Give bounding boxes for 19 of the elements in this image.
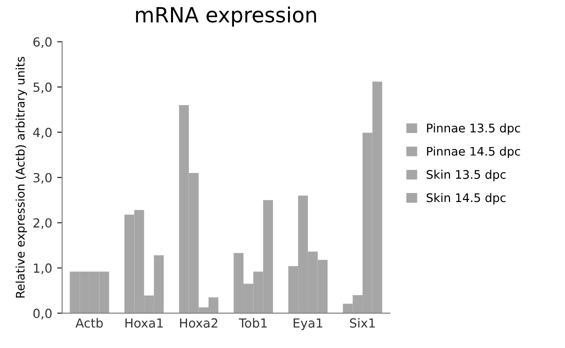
x-tick-label: Actb xyxy=(76,318,103,328)
x-tick-label: Hoxa1 xyxy=(125,318,163,328)
legend-label: Skin 14.5 dpc xyxy=(426,193,506,204)
y-tick-label: 4,0 xyxy=(33,128,52,138)
legend-label: Skin 13.5 dpc xyxy=(426,170,506,182)
y-tick-label: 0,0 xyxy=(33,308,52,320)
y-tick-label: 3,0 xyxy=(34,172,52,184)
y-tick-label: 1,0 xyxy=(34,263,52,274)
legend-label: Pinnae 14.5 dpc xyxy=(427,146,520,158)
y-axis-title: Relative expression (Actb) arbitrary units xyxy=(16,56,27,298)
y-tick-label: 2,0 xyxy=(33,218,52,229)
legend-label: Pinnae 13.5 dpc xyxy=(427,123,520,135)
x-tick-label: Eya1 xyxy=(294,318,322,330)
x-tick-label: Six1 xyxy=(350,318,375,328)
y-tick-label: 6,0 xyxy=(33,37,52,48)
x-tick-label: Tob1 xyxy=(238,318,267,328)
chart-title: mRNA expression xyxy=(136,6,316,27)
x-tick-label: Hoxa2 xyxy=(180,318,218,328)
y-tick-label: 5,0 xyxy=(34,82,52,94)
